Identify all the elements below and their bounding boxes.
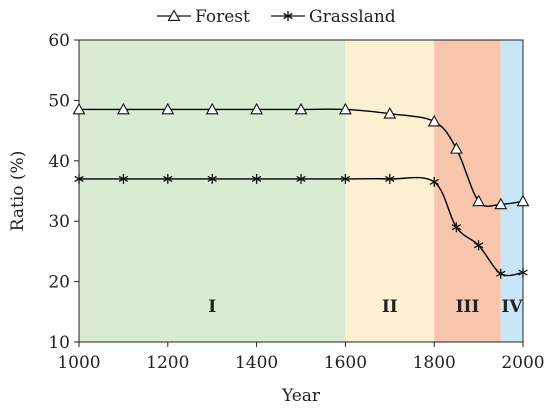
x-tick-label: 1000 bbox=[57, 353, 100, 373]
data-point-grassland bbox=[74, 173, 84, 184]
data-point-grassland bbox=[518, 267, 528, 278]
data-point-forest bbox=[472, 194, 486, 207]
y-tick-label: 10 bbox=[48, 333, 70, 353]
data-point-forest bbox=[427, 114, 441, 127]
data-point-grassland bbox=[451, 222, 462, 233]
x-tick-label: 1200 bbox=[146, 353, 189, 373]
legend-marker-forest bbox=[167, 9, 181, 21]
x-axis-title: Year bbox=[281, 386, 321, 406]
data-point-grassland bbox=[473, 240, 484, 251]
x-tick-label: 2000 bbox=[501, 353, 544, 373]
data-point-forest bbox=[338, 102, 352, 115]
y-tick-label: 40 bbox=[48, 152, 70, 172]
data-point-forest bbox=[72, 102, 86, 115]
legend-marker-grassland bbox=[283, 11, 293, 21]
data-point-grassland bbox=[340, 173, 351, 184]
legend-label-forest: Forest bbox=[195, 7, 250, 27]
period-region-ii bbox=[345, 40, 435, 342]
data-point-forest bbox=[494, 197, 508, 210]
data-point-grassland bbox=[163, 173, 173, 184]
x-tick-label: 1600 bbox=[324, 353, 367, 373]
data-point-forest bbox=[205, 102, 219, 115]
y-tick-label: 30 bbox=[48, 212, 70, 232]
data-point-grassland bbox=[207, 173, 217, 184]
data-point-forest bbox=[383, 107, 397, 119]
period-label-i: I bbox=[208, 297, 216, 317]
data-point-forest bbox=[516, 194, 530, 207]
data-point-forest bbox=[116, 102, 130, 115]
period-label-iv: IV bbox=[501, 297, 523, 317]
period-region-i bbox=[79, 40, 346, 342]
data-point-grassland bbox=[385, 173, 395, 184]
data-point-forest bbox=[449, 142, 463, 154]
y-axis-title: Ratio (%) bbox=[8, 151, 28, 232]
y-tick-label: 20 bbox=[48, 273, 70, 293]
data-point-forest bbox=[161, 102, 175, 115]
y-tick-label: 50 bbox=[48, 91, 70, 111]
period-label-iii: III bbox=[456, 297, 480, 317]
period-region-iv bbox=[500, 40, 523, 342]
plot-frame bbox=[78, 39, 524, 343]
data-point-forest bbox=[294, 102, 308, 115]
legend-label-grassland: Grassland bbox=[309, 7, 396, 27]
data-point-grassland bbox=[251, 173, 262, 184]
period-label-ii: II bbox=[382, 297, 398, 317]
data-point-grassland bbox=[429, 176, 439, 187]
y-tick-label: 60 bbox=[48, 31, 70, 51]
x-tick-label: 1400 bbox=[235, 353, 278, 373]
x-tick-label: 1800 bbox=[413, 353, 456, 373]
period-region-iii bbox=[434, 40, 501, 342]
data-point-grassland bbox=[496, 268, 506, 279]
data-point-grassland bbox=[296, 173, 306, 184]
data-point-grassland bbox=[118, 173, 129, 184]
data-point-forest bbox=[250, 102, 264, 115]
